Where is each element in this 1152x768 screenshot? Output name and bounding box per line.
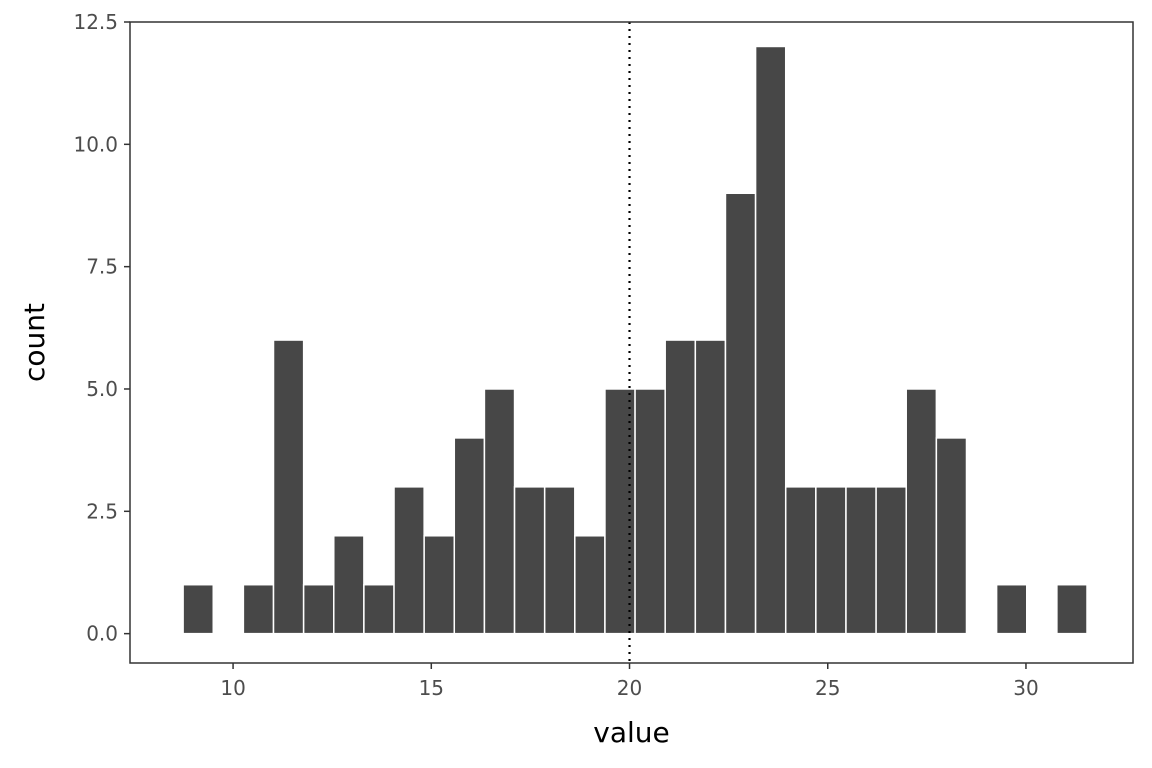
histogram-bar xyxy=(574,535,606,635)
histogram-bar xyxy=(513,486,546,635)
histogram-bar xyxy=(845,486,877,635)
x-tick-label: 15 xyxy=(419,676,444,700)
histogram-bar xyxy=(724,192,757,635)
x-tick-label: 20 xyxy=(617,676,642,700)
histogram-bar xyxy=(423,535,456,635)
y-tick-label: 5.0 xyxy=(86,377,118,401)
histogram-bar xyxy=(363,583,395,635)
histogram-bar xyxy=(935,437,968,635)
histogram-bar xyxy=(995,583,1028,635)
histogram-bar xyxy=(754,45,787,635)
histogram-bar xyxy=(182,583,214,635)
histogram-bar xyxy=(272,339,305,635)
bars-layer xyxy=(182,45,1088,635)
histogram-bar xyxy=(634,388,666,635)
x-tick-label: 10 xyxy=(220,676,245,700)
y-axis-title: count xyxy=(18,303,51,382)
histogram-bar xyxy=(784,486,817,635)
histogram-bar xyxy=(664,339,697,635)
histogram-bar xyxy=(302,583,335,635)
x-axis: 10 15 20 25 30 xyxy=(220,663,1039,700)
histogram-bar xyxy=(875,486,907,635)
y-tick-label: 2.5 xyxy=(86,499,118,523)
histogram-bar xyxy=(1056,583,1088,635)
histogram-bar xyxy=(333,535,365,635)
y-tick-label: 12.5 xyxy=(73,10,118,34)
histogram-bar xyxy=(453,437,486,635)
histogram-bar xyxy=(393,486,425,635)
histogram-bar xyxy=(483,388,516,635)
panel-border xyxy=(129,21,1134,664)
y-tick-label: 0.0 xyxy=(86,622,118,646)
histogram-bar xyxy=(242,583,275,635)
histogram-bar xyxy=(694,339,727,635)
histogram-bar xyxy=(543,486,576,635)
y-tick-label: 10.0 xyxy=(73,132,118,156)
y-axis: 0.0 2.5 5.0 7.5 10.0 12.5 xyxy=(73,10,130,646)
x-tick-label: 30 xyxy=(1013,676,1038,700)
histogram-bar xyxy=(815,486,847,635)
x-tick-label: 25 xyxy=(815,676,840,700)
y-tick-label: 7.5 xyxy=(86,255,118,279)
x-axis-title: value xyxy=(593,716,669,749)
histogram-bar xyxy=(905,388,938,635)
